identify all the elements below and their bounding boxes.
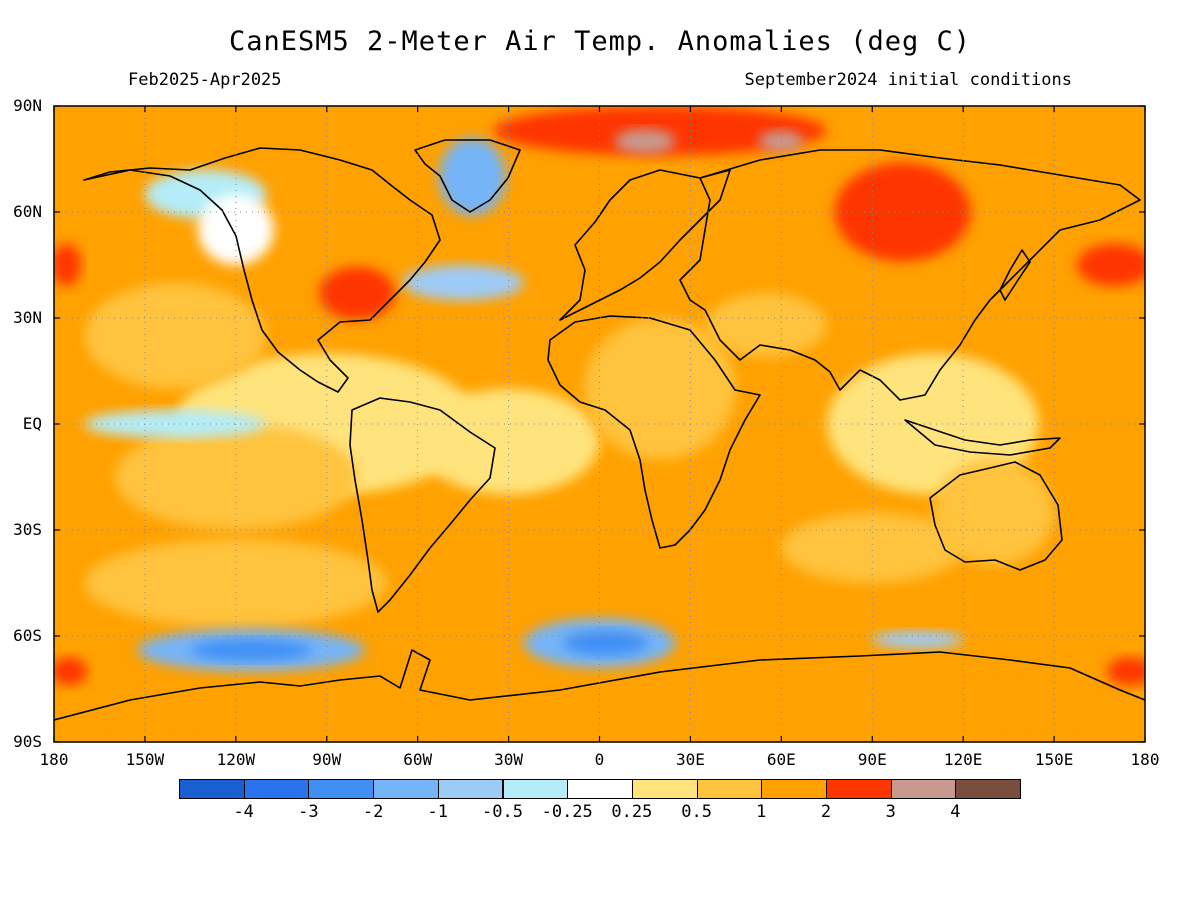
anomaly-region <box>614 128 676 154</box>
colorbar-label: 4 <box>950 802 961 822</box>
longitude-label: 0 <box>594 750 605 769</box>
colorbar-swatch <box>955 779 1022 799</box>
longitude-label: 90W <box>312 750 342 769</box>
coastline-antarctica <box>54 649 1145 721</box>
longitude-label: 30W <box>494 750 524 769</box>
colorbar-label: 3 <box>885 802 896 822</box>
colorbar-swatch <box>567 779 633 799</box>
latitude-label: 30N <box>13 308 42 327</box>
coastline-greenland <box>414 139 521 213</box>
colorbar-label: 0.5 <box>681 802 712 822</box>
coastline-australia <box>929 461 1063 571</box>
colorbar-label: -3 <box>298 802 319 822</box>
colorbar-label: -0.5 <box>482 802 523 822</box>
colorbar-label: -2 <box>362 802 384 822</box>
colorbar-swatch <box>179 779 245 799</box>
anomaly-region <box>417 388 600 495</box>
colorbar-swatch <box>631 779 698 799</box>
colorbar-swatch <box>761 779 827 799</box>
coastlines <box>54 139 1145 721</box>
anomaly-region <box>54 243 82 287</box>
coastline-north-america <box>83 147 441 393</box>
anomaly-region <box>114 424 358 530</box>
latitude-label: 90S <box>13 732 42 751</box>
coastline-south-america <box>349 397 496 613</box>
coastline-africa <box>547 315 761 549</box>
latitude-label: 90N <box>13 96 42 115</box>
coastline-japan <box>999 249 1031 301</box>
longitude-label: 150E <box>1034 750 1074 769</box>
colorbar-swatch <box>502 779 569 799</box>
anomaly-region <box>758 130 805 152</box>
colorbar-swatch <box>437 779 504 799</box>
colorbar-swatch <box>696 779 763 799</box>
longitude-label: 90E <box>857 750 887 769</box>
colorbar-label: -4 <box>233 802 254 822</box>
anomaly-region <box>84 538 388 628</box>
coastline-asia <box>679 149 1141 401</box>
longitude-label: 120E <box>943 750 983 769</box>
anomaly-region <box>781 512 964 584</box>
anomaly-region <box>197 194 274 265</box>
coastline-europe <box>559 169 731 321</box>
anomaly-region <box>402 265 524 301</box>
anomaly-region <box>190 639 312 661</box>
colorbar-label: 0.25 <box>611 802 653 822</box>
anomaly-region <box>705 293 827 357</box>
longitude-label: 150W <box>125 750 165 769</box>
graticule <box>54 106 1145 742</box>
longitude-label: 120W <box>216 750 256 769</box>
longitude-label: 180 <box>39 750 69 769</box>
colorbar-swatch <box>243 779 310 799</box>
anomaly-region <box>872 630 964 649</box>
anomaly-region <box>826 353 1039 495</box>
anomaly-region <box>438 137 506 216</box>
forecast-period: Feb2025-Apr2025 <box>128 70 282 90</box>
anomaly-region <box>1107 657 1145 686</box>
colorbar-label: -1 <box>427 802 449 822</box>
anomaly-region <box>319 266 395 320</box>
initial-conditions: September2024 initial conditions <box>744 70 1072 90</box>
latitude-label: 60N <box>13 202 42 221</box>
latitude-label: 60S <box>13 626 42 645</box>
colorbar-label: 1 <box>756 802 767 822</box>
longitude-label: 60E <box>766 750 796 769</box>
longitude-label: 30E <box>675 750 705 769</box>
colorbar-swatch <box>826 779 892 799</box>
anomaly-region <box>1076 243 1145 287</box>
axis-ticks <box>53 105 1146 743</box>
anomaly-region <box>84 409 267 439</box>
latitude-label: EQ <box>22 414 42 433</box>
colorbar-label: -0.25 <box>541 802 593 822</box>
colorbar-swatch <box>308 779 375 799</box>
latitude-label: 30S <box>13 520 42 539</box>
anomaly-region <box>54 657 88 686</box>
map-title: CanESM5 2-Meter Air Temp. Anomalies (deg… <box>229 26 971 57</box>
anomaly-region <box>563 630 648 656</box>
coastline-indonesia <box>904 419 1061 456</box>
anomaly-region <box>84 282 267 389</box>
anomaly-region <box>834 162 971 262</box>
colorbar-label: 2 <box>820 802 832 822</box>
longitude-label: 180 <box>1130 750 1160 769</box>
colorbar-swatch <box>373 779 439 799</box>
longitude-label: 60W <box>403 750 433 769</box>
colorbar-swatch <box>890 779 957 799</box>
